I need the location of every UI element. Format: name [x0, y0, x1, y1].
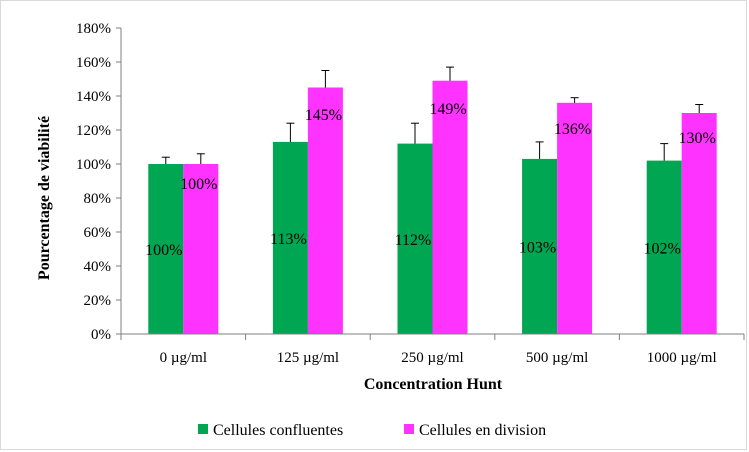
data-label: 130%	[679, 130, 716, 147]
y-axis: 0% 20% 40% 60% 80% 100% 120% 140% 160% 180%	[76, 21, 122, 343]
bar-division	[183, 164, 219, 334]
bar-division	[681, 113, 717, 334]
y-tick-label: 100%	[76, 157, 111, 173]
y-axis-title: Pourcentage de viabilité	[36, 116, 53, 280]
x-axis: 0 µg/ml 125 µg/ml 250 µg/ml 500 µg/ml 1000 µ…	[120, 333, 745, 366]
y-tick-label: 160%	[76, 55, 111, 71]
y-tick-label: 180%	[76, 21, 111, 37]
y-tick-label: 140%	[76, 89, 111, 105]
y-tick-label: 60%	[84, 225, 112, 241]
bar-confluentes	[522, 158, 558, 334]
data-label: 103%	[519, 239, 556, 256]
x-tick-label: 500 µg/ml	[526, 350, 588, 366]
data-label: 113%	[270, 231, 307, 248]
bar-confluentes	[148, 164, 184, 334]
bars-group: 100% 100% 113% 145% 112% 149% 103% 136% 102% 130%	[145, 66, 717, 334]
y-tick-label: 80%	[84, 191, 112, 207]
legend: Cellules confluentes Cellules en division	[198, 422, 546, 439]
x-tick-label: 0 µg/ml	[160, 350, 207, 366]
data-label: 102%	[644, 240, 681, 257]
legend-swatch	[198, 424, 208, 434]
data-label: 112%	[395, 232, 432, 249]
legend-label: Cellules confluentes	[213, 422, 343, 439]
data-label: 149%	[429, 101, 466, 118]
data-label: 100%	[180, 176, 217, 193]
legend-swatch	[404, 424, 414, 434]
bar-confluentes	[272, 141, 308, 334]
x-tick-label: 125 µg/ml	[277, 350, 339, 366]
legend-label: Cellules en division	[419, 422, 546, 439]
x-tick-label: 250 µg/ml	[401, 350, 463, 366]
data-label: 145%	[305, 107, 342, 124]
x-tick-label: 1000 µg/ml	[647, 350, 717, 366]
y-tick-label: 20%	[84, 293, 112, 309]
bar-division	[307, 87, 343, 334]
data-label: 100%	[145, 242, 182, 259]
y-tick-label: 40%	[84, 259, 112, 275]
bar-confluentes	[646, 160, 682, 334]
x-axis-title: Concentration Hunt	[364, 376, 503, 393]
bar-confluentes	[397, 143, 433, 334]
y-tick-label: 120%	[76, 123, 111, 139]
data-label: 136%	[554, 121, 591, 138]
bar-division	[557, 102, 593, 334]
bar-division	[432, 80, 468, 334]
y-tick-label: 0%	[91, 327, 111, 343]
